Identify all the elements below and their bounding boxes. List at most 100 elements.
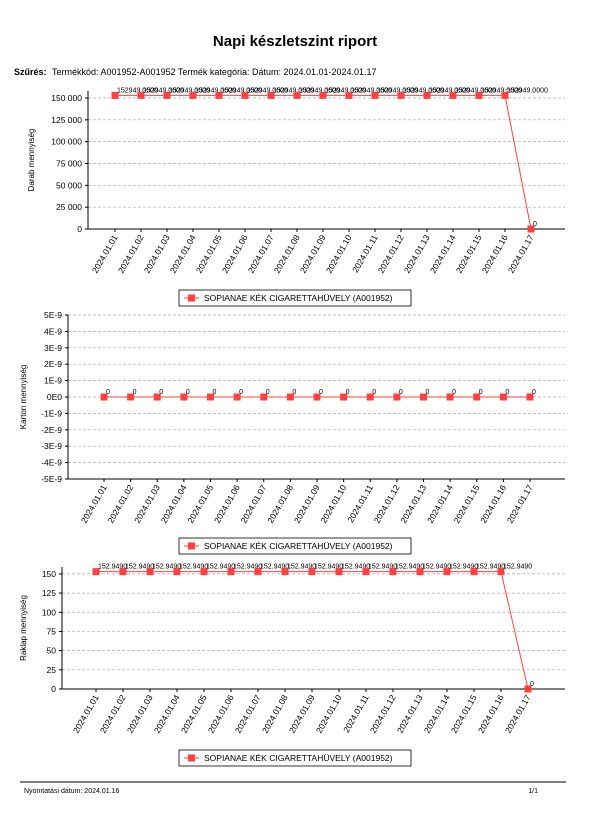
value-label: 0 <box>426 389 430 396</box>
x-tick-label: 2024.01.08 <box>272 233 302 275</box>
value-label: 152.9490 <box>341 564 370 571</box>
data-point <box>215 91 223 99</box>
x-tick-label: 2024.01.12 <box>372 483 402 525</box>
x-tick-label: 2024.01.04 <box>152 693 182 735</box>
data-point <box>393 393 401 401</box>
y-tick-label: 0E0 <box>47 392 62 402</box>
data-point <box>497 568 505 576</box>
x-tick-label: 2024.01.15 <box>454 233 484 275</box>
x-tick-label: 2024.01.05 <box>185 483 215 525</box>
value-label: 0 <box>186 389 190 396</box>
y-tick-label: 2E-9 <box>44 359 62 369</box>
data-point <box>308 568 316 576</box>
value-label: 0 <box>239 389 243 396</box>
value-label: 0 <box>266 389 270 396</box>
x-tick-label: 2024.01.08 <box>260 693 290 735</box>
x-tick-label: 2024.01.11 <box>345 483 375 525</box>
data-point <box>397 91 405 99</box>
data-point <box>200 568 208 576</box>
y-tick-label: 0 <box>51 684 56 694</box>
x-tick-label: 2024.01.02 <box>98 693 128 735</box>
y-tick-label: 150 <box>42 569 56 579</box>
data-point <box>153 393 161 401</box>
x-tick-label: 2024.01.11 <box>341 693 371 735</box>
value-label: 0 <box>372 389 376 396</box>
x-tick-label: 2024.01.06 <box>212 483 242 525</box>
data-point <box>416 568 424 576</box>
x-tick-label: 2024.01.12 <box>368 693 398 735</box>
y-tick-label: 25 <box>47 665 57 675</box>
data-point <box>475 91 483 99</box>
data-point <box>501 91 509 99</box>
data-point <box>446 393 454 401</box>
value-label: 0 <box>533 221 537 228</box>
x-tick-label: 2024.01.15 <box>452 483 482 525</box>
y-tick-label: 50 <box>47 646 57 656</box>
data-point <box>173 568 181 576</box>
value-label: 0 <box>292 389 296 396</box>
value-label: 152.9490 <box>125 564 154 571</box>
value-label: 0 <box>452 389 456 396</box>
value-label: 152949.0000 <box>195 87 236 94</box>
y-tick-label: -3E-9 <box>41 441 62 451</box>
filter-text: Termékkód: A001952-A001952 Termék kategó… <box>52 67 377 77</box>
value-label: 152.9490 <box>98 564 127 571</box>
data-point <box>92 568 100 576</box>
legend-marker <box>188 542 195 550</box>
data-point <box>180 393 188 401</box>
value-label: 152949.0000 <box>377 87 418 94</box>
value-label: 152949.0000 <box>143 87 184 94</box>
y-tick-label: -5E-9 <box>41 474 62 484</box>
data-point <box>499 393 507 401</box>
x-tick-label: 2024.01.01 <box>71 693 101 735</box>
data-point <box>111 91 119 99</box>
data-point <box>227 568 235 576</box>
value-label: 152.9490 <box>449 564 478 571</box>
x-tick-label: 2024.01.12 <box>376 233 406 275</box>
value-label: 0 <box>133 389 137 396</box>
data-point <box>137 91 145 99</box>
value-label: 152.9490 <box>179 564 208 571</box>
value-label: 152949.0000 <box>273 87 314 94</box>
data-point <box>345 91 353 99</box>
x-tick-label: 2024.01.02 <box>105 483 135 525</box>
value-label: 0 <box>532 389 536 396</box>
y-tick-label: 3E-9 <box>44 343 62 353</box>
x-tick-label: 2024.01.16 <box>478 483 508 525</box>
page-number: 1/1 <box>528 788 538 795</box>
x-tick-label: 2024.01.02 <box>116 233 146 275</box>
value-label: 0 <box>159 389 163 396</box>
x-tick-label: 2024.01.10 <box>318 483 348 525</box>
data-point <box>366 393 374 401</box>
y-axis-label: Karton mennyiség <box>19 365 28 429</box>
value-label: 152949.0000 <box>247 87 288 94</box>
data-point <box>335 568 343 576</box>
x-tick-label: 2024.01.14 <box>425 483 455 525</box>
x-tick-label: 2024.01.15 <box>449 693 479 735</box>
value-label: 152.9490 <box>152 564 181 571</box>
value-label: 152949.0000 <box>403 87 444 94</box>
data-point <box>207 393 214 401</box>
x-tick-label: 2024.01.13 <box>395 693 425 735</box>
value-label: 152.9490 <box>206 564 235 571</box>
value-label: 0 <box>505 389 509 396</box>
data-point <box>319 91 327 99</box>
legend-label: SOPIANAE KÉK CIGARETTAHÜVELY (A001952) <box>204 541 393 551</box>
value-label: 152949.0000 <box>507 87 548 94</box>
y-tick-label: 50 000 <box>56 180 82 190</box>
x-tick-label: 2024.01.07 <box>239 483 269 525</box>
x-tick-label: 2024.01.09 <box>287 693 317 735</box>
x-tick-label: 2024.01.17 <box>503 693 533 735</box>
x-tick-label: 2024.01.14 <box>422 693 452 735</box>
value-label: 152.9490 <box>422 564 451 571</box>
data-point <box>189 91 197 99</box>
y-tick-label: 125 000 <box>51 115 82 125</box>
value-label: 152.9490 <box>503 564 532 571</box>
y-tick-label: 125 <box>42 588 56 598</box>
data-point <box>389 568 397 576</box>
x-tick-label: 2024.01.01 <box>90 233 120 275</box>
legend-box <box>178 749 412 767</box>
y-tick-label: 100 <box>42 607 56 617</box>
x-tick-label: 2024.01.07 <box>246 233 276 275</box>
